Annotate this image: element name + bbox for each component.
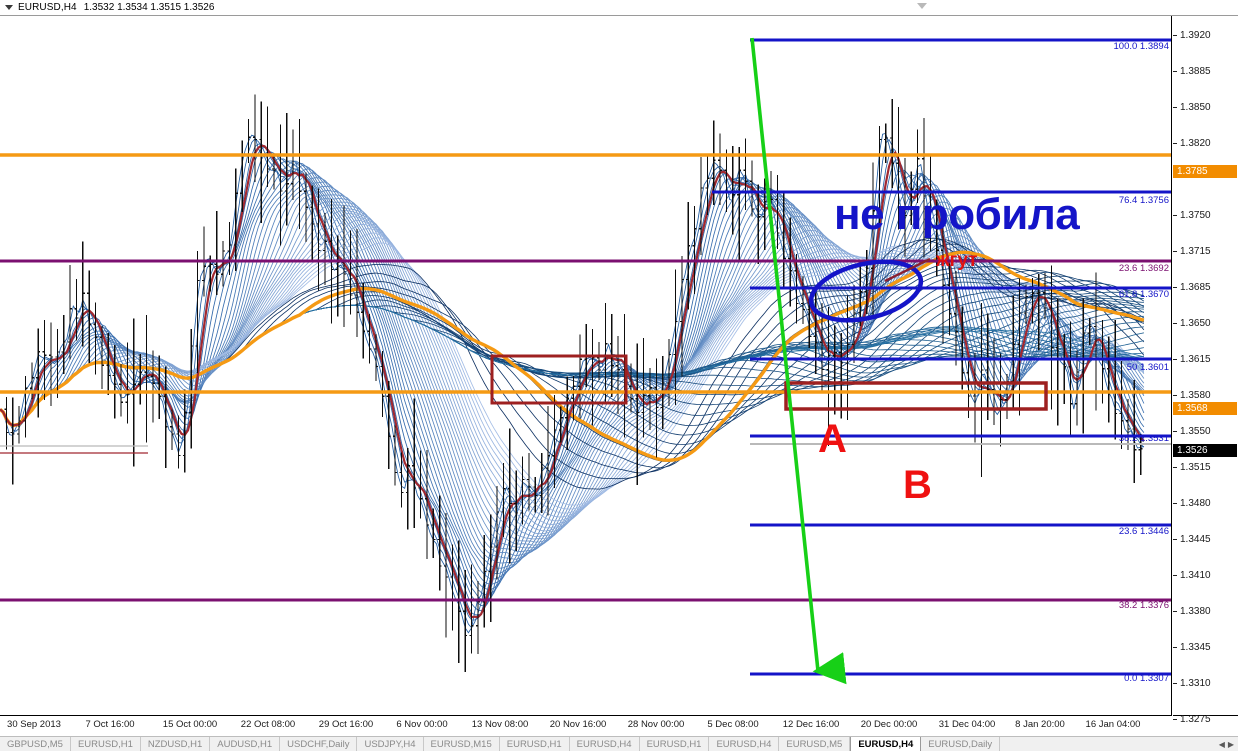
price-tick: 1.3820 bbox=[1173, 138, 1238, 150]
chart-tab-2[interactable]: NZDUSD,H1 bbox=[140, 737, 211, 751]
time-tick: 15 Oct 00:00 bbox=[162, 719, 218, 730]
fib-level-label: 23.6 1.3692 bbox=[1118, 263, 1169, 274]
triangle-down-marker-icon bbox=[917, 3, 927, 9]
zhgut-pointer-line bbox=[884, 257, 931, 283]
current-price-label: 1.3526 bbox=[1173, 444, 1237, 457]
time-tick: 13 Nov 08:00 bbox=[471, 719, 529, 730]
chart-tab-1[interactable]: EURUSD,H1 bbox=[70, 737, 141, 751]
chart-tab-11[interactable]: EURUSD,M5 bbox=[779, 737, 851, 751]
annotation-marker-b: B bbox=[903, 463, 932, 507]
annotation-ne-probila: не пробила bbox=[834, 190, 1080, 239]
price-tick: 1.3920 bbox=[1173, 30, 1238, 42]
red-rectangle-right[interactable] bbox=[784, 381, 1048, 411]
chart-tab-8[interactable]: EURUSD,H4 bbox=[569, 737, 640, 751]
price-tick: 1.3750 bbox=[1173, 210, 1238, 222]
fib-level-label: 100.0 1.3894 bbox=[1113, 41, 1169, 52]
chart-tab-12[interactable]: EURUSD,H4 bbox=[850, 737, 922, 751]
chart-tab-6[interactable]: EURUSD,M15 bbox=[423, 737, 500, 751]
price-axis[interactable]: 1.3920 1.3885 1.3850 1.3820 1.3750 1.3715 1.36… bbox=[1173, 16, 1238, 725]
chart-header-bar: EURUSD,H4 1.3532 1.3534 1.3515 1.3526 bbox=[0, 0, 1238, 16]
price-tick: 1.3850 bbox=[1173, 102, 1238, 114]
price-tick: 1.3685 bbox=[1173, 282, 1238, 294]
time-tick: 8 Jan 20:00 bbox=[1015, 719, 1065, 730]
time-tick: 5 Dec 08:00 bbox=[707, 719, 759, 730]
chart-tab-0[interactable]: GBPUSD,M5 bbox=[0, 737, 71, 751]
chart-tab-7[interactable]: EURUSD,H1 bbox=[499, 737, 570, 751]
chart-plot-area[interactable]: не пробила жгут A B 100.0 1.3894 76.4 1.3… bbox=[0, 16, 1172, 716]
tab-nav-controls[interactable]: ◀ ▶ bbox=[1215, 737, 1238, 751]
annotation-marker-a: A bbox=[818, 417, 847, 461]
time-tick: 22 Oct 08:00 bbox=[240, 719, 296, 730]
blue-ellipse-annotation[interactable] bbox=[805, 252, 926, 330]
time-axis[interactable]: 30 Sep 2013 7 Oct 16:00 15 Oct 00:00 22 Oct… bbox=[0, 717, 1172, 734]
price-tick: 1.3345 bbox=[1173, 642, 1238, 654]
time-tick: 6 Nov 00:00 bbox=[396, 719, 448, 730]
symbol-period-label: EURUSD,H4 bbox=[18, 2, 77, 13]
fib-level-label: 38.2 1.3531 bbox=[1118, 433, 1169, 444]
time-tick: 28 Nov 00:00 bbox=[627, 719, 685, 730]
price-tick: 1.3715 bbox=[1173, 246, 1238, 258]
chart-tab-4[interactable]: USDCHF,Daily bbox=[280, 737, 358, 751]
fib-level-label: 23.6 1.3446 bbox=[1118, 526, 1169, 537]
fib-level-label: 61.8 1.3670 bbox=[1118, 289, 1169, 300]
price-tick: 1.3410 bbox=[1173, 570, 1238, 582]
fib-level-label: 76.4 1.3756 bbox=[1118, 195, 1169, 206]
fib-level-label: 50 1.3601 bbox=[1126, 362, 1169, 373]
price-tick: 1.3650 bbox=[1173, 318, 1238, 330]
price-tick: 1.3580 bbox=[1173, 390, 1238, 402]
time-tick: 29 Oct 16:00 bbox=[318, 719, 374, 730]
time-tick: 31 Dec 04:00 bbox=[938, 719, 996, 730]
red-rectangle-mid[interactable] bbox=[490, 354, 628, 405]
annotation-zhgut: жгут bbox=[936, 250, 978, 271]
level-price-label: 1.3785 bbox=[1173, 165, 1237, 178]
level-price-label: 1.3568 bbox=[1173, 402, 1237, 415]
price-tick: 1.3275 bbox=[1173, 714, 1238, 726]
ohlc-values: 1.3532 1.3534 1.3515 1.3526 bbox=[83, 2, 215, 13]
price-tick: 1.3445 bbox=[1173, 534, 1238, 546]
time-tick: 16 Jan 04:00 bbox=[1085, 719, 1141, 730]
price-tick: 1.3550 bbox=[1173, 426, 1238, 438]
chart-tab-9[interactable]: EURUSD,H1 bbox=[639, 737, 710, 751]
chart-tab-10[interactable]: EURUSD,H4 bbox=[709, 737, 780, 751]
fib-level-label: 38.2 1.3376 bbox=[1118, 600, 1169, 611]
price-tick: 1.3480 bbox=[1173, 498, 1238, 510]
green-down-arrow-line bbox=[750, 37, 847, 685]
chart-tab-13[interactable]: EURUSD,Daily bbox=[921, 737, 1001, 751]
time-tick: 7 Oct 16:00 bbox=[85, 719, 135, 730]
price-tick: 1.3310 bbox=[1173, 678, 1238, 690]
chevron-down-icon[interactable] bbox=[5, 5, 13, 10]
price-tick: 1.3615 bbox=[1173, 354, 1238, 366]
chart-tab-bar[interactable]: GBPUSD,M5 EURUSD,H1 NZDUSD,H1 AUDUSD,H1 USDC… bbox=[0, 736, 1238, 751]
tab-next-icon[interactable]: ▶ bbox=[1227, 739, 1234, 749]
price-tick: 1.3380 bbox=[1173, 606, 1238, 618]
price-tick: 1.3515 bbox=[1173, 462, 1238, 474]
fib-level-label: 0.0 1.3307 bbox=[1124, 673, 1169, 684]
time-tick: 30 Sep 2013 bbox=[7, 719, 61, 730]
time-tick: 20 Nov 16:00 bbox=[549, 719, 607, 730]
price-tick: 1.3885 bbox=[1173, 66, 1238, 78]
chart-tab-5[interactable]: USDJPY,H4 bbox=[357, 737, 424, 751]
chart-tab-3[interactable]: AUDUSD,H1 bbox=[210, 737, 281, 751]
chart-canvas bbox=[0, 37, 1171, 685]
tab-prev-icon[interactable]: ◀ bbox=[1218, 739, 1225, 749]
time-tick: 12 Dec 16:00 bbox=[782, 719, 840, 730]
time-tick: 20 Dec 00:00 bbox=[860, 719, 918, 730]
